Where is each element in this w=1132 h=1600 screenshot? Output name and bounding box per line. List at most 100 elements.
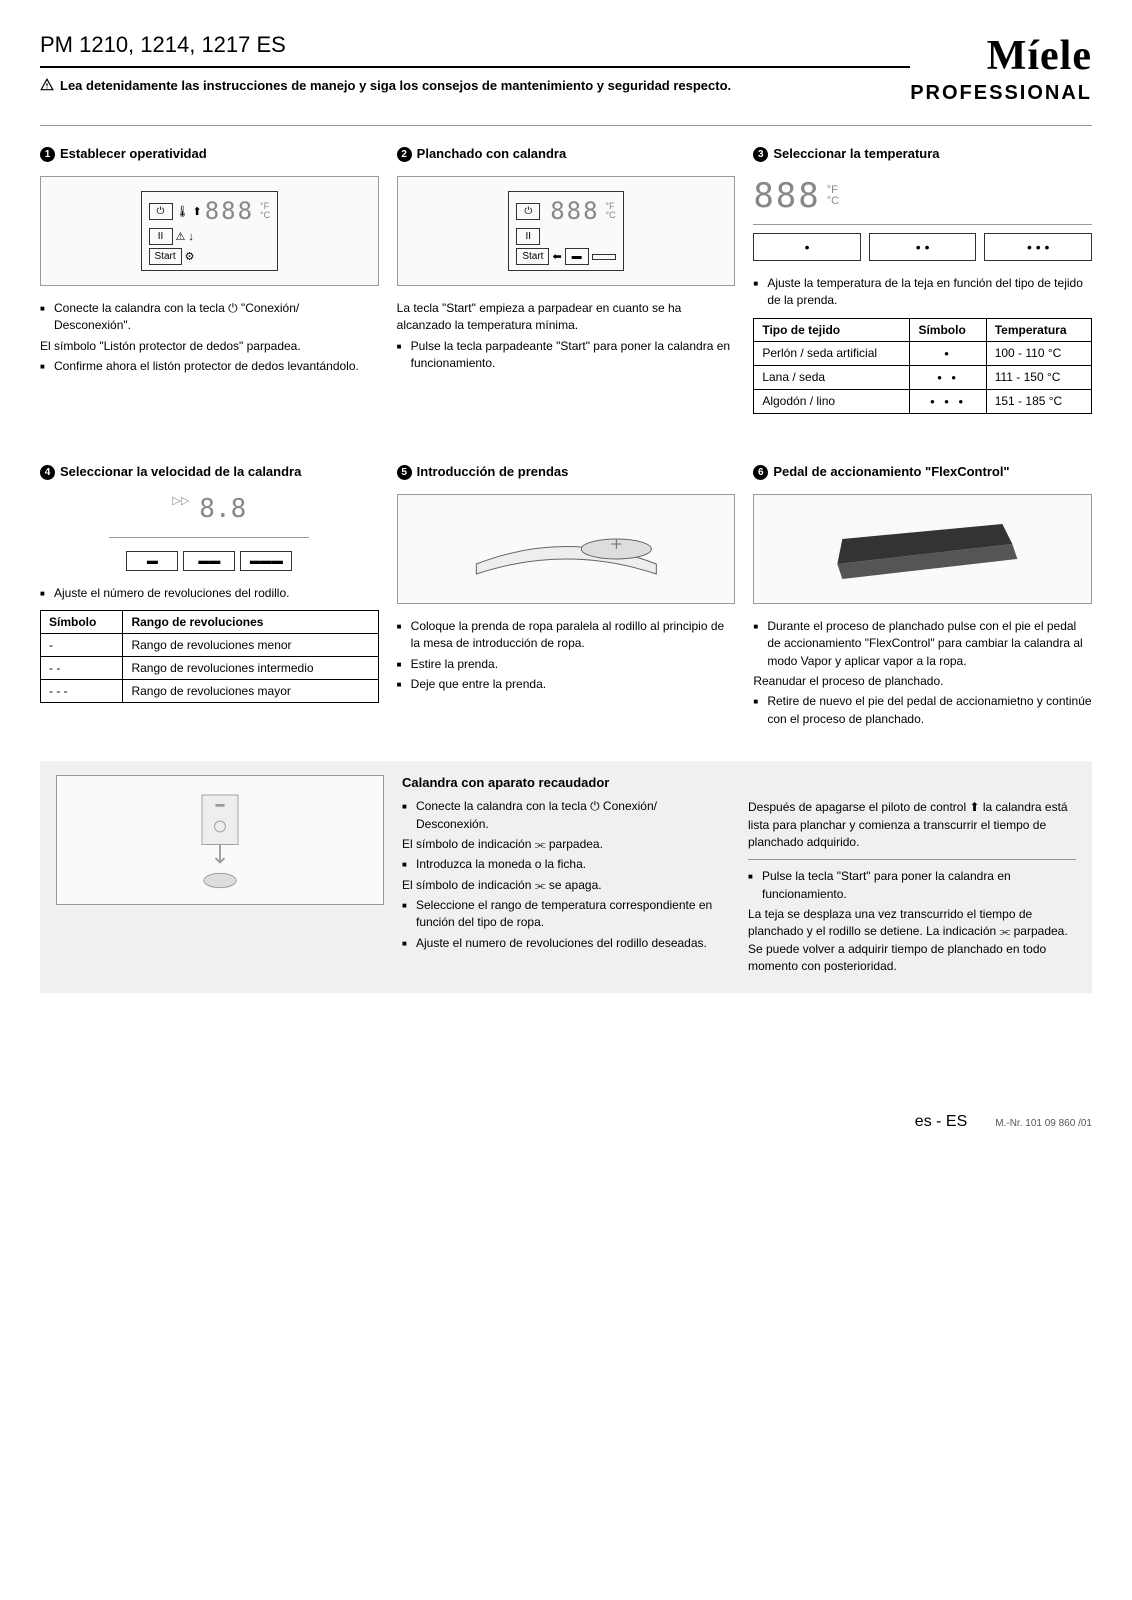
bottom-col-2: Después de apagarse el piloto de control… [748, 775, 1076, 979]
warning-text: Lea detenidamente las instrucciones de m… [60, 78, 731, 93]
section-4: 4 Seleccionar la velocidad de la calandr… [40, 464, 379, 731]
bullet-list: Pulse la tecla parpadeante "Start" para … [397, 338, 736, 373]
blank-btn [592, 254, 616, 260]
plain-text: El símbolo de indicación ⫘ parpadea. [402, 836, 730, 853]
list-item: Retire de nuevo el pie del pedal de acci… [753, 693, 1092, 728]
plain-text: La tecla "Start" empieza a parpadear en … [397, 300, 736, 335]
section-3: 3 Seleccionar la temperatura 888 °F°C • … [753, 146, 1092, 414]
page-title: PM 1210, 1214, 1217 ES [40, 32, 910, 58]
coin-illustration [56, 775, 384, 905]
temp-btn-3: • • • [984, 233, 1092, 261]
plain-text: Reanudar el proceso de planchado. [753, 673, 1092, 690]
section-6: 6 Pedal de accionamiento "FlexControl" D… [753, 464, 1092, 731]
bottom-col-1: Calandra con aparato recaudador Conecte … [402, 775, 730, 979]
bullet-list: Conecte la calandra con la tecla ⏻ "Cone… [40, 300, 379, 335]
table-header: Tipo de tejido [754, 318, 910, 341]
list-item: Conecte la calandra con la tecla ⏻ "Cone… [40, 300, 379, 335]
table-row: - - Rango de revoluciones intermedio [41, 657, 379, 680]
list-item: Pulse la tecla parpadeante "Start" para … [397, 338, 736, 373]
bottom-title: Calandra con aparato recaudador [402, 775, 730, 790]
bullet-list: Confirme ahora el listón protector de de… [40, 358, 379, 375]
sections-row-1: 1 Establecer operatividad ⏻ 🌡 ⬆ 888 °F°C… [40, 146, 1092, 414]
speed-digits: 8.8 [199, 494, 246, 524]
illustration-temp: 888 °F°C • • • • • • [753, 176, 1092, 261]
section-title-text: Planchado con calandra [417, 146, 567, 161]
section-number: 1 [40, 147, 55, 162]
table-header: Temperatura [986, 318, 1091, 341]
sections-row-2: 4 Seleccionar la velocidad de la calandr… [40, 464, 1092, 731]
list-item: Conecte la calandra con la tecla ⏻ Conex… [402, 798, 730, 833]
power-icon: ⏻ [149, 203, 173, 220]
section-number: 6 [753, 465, 768, 480]
warning-row: Lea detenidamente las instrucciones de m… [40, 78, 910, 95]
brand-sub: PROFESSIONAL [910, 82, 1092, 105]
speed-btn-1: ▬ [126, 551, 178, 571]
table-row: Algodón / lino • • • 151 - 185 °C [754, 389, 1092, 413]
list-item: Confirme ahora el listón protector de de… [40, 358, 379, 375]
plain-text: Después de apagarse el piloto de control… [748, 799, 1076, 851]
temp-digits: 888 [753, 176, 820, 216]
arrow-left-icon: ⬅ [552, 250, 561, 263]
section-2: 2 Planchado con calandra ⏻ 888 °F°C II S… [397, 146, 736, 414]
display-digits: 888 [550, 197, 599, 225]
blank-btn: ▬ [565, 248, 589, 265]
illustration-speed: ▷▷ 8.8 ▬ ▬▬ ▬▬▬ [40, 494, 379, 571]
plain-text: La teja se desplaza una vez transcurrido… [748, 906, 1076, 976]
temp-table: Tipo de tejido Símbolo Temperatura Perló… [753, 318, 1092, 414]
bullet-list: Ajuste la temperatura de la teja en func… [753, 275, 1092, 310]
section-number: 3 [753, 147, 768, 162]
plain-text: El símbolo de indicación ⫘ se apaga. [402, 877, 730, 894]
guard-icon: ⬆ [192, 205, 201, 218]
list-item: Estire la prenda. [397, 656, 736, 673]
table-row: Lana / seda • • 111 - 150 °C [754, 365, 1092, 389]
list-item: Coloque la prenda de ropa paralela al ro… [397, 618, 736, 653]
footer-code: M.-Nr. 101 09 860 /01 [995, 1118, 1092, 1129]
header-divider [40, 125, 1092, 126]
roller-icon: ⚙ [185, 250, 195, 263]
bullet-list: Durante el proceso de planchado pulse co… [753, 618, 1092, 670]
table-header: Símbolo [910, 318, 986, 341]
section-title-text: Establecer operatividad [60, 146, 207, 161]
brand-logo: Míele [910, 32, 1092, 80]
list-item: Introduzca la moneda o la ficha. [402, 856, 730, 873]
plain-text: El símbolo "Listón protector de dedos" p… [40, 338, 379, 355]
brand: Míele PROFESSIONAL [910, 32, 1092, 105]
title-divider [40, 66, 910, 68]
illustration-pedal [753, 494, 1092, 604]
power-icon: ⏻ [516, 203, 540, 220]
section-5: 5 Introducción de prendas Coloque la pre… [397, 464, 736, 731]
speed-btn-2: ▬▬ [183, 551, 235, 571]
bottom-section: Calandra con aparato recaudador Conecte … [40, 761, 1092, 993]
section-1: 1 Establecer operatividad ⏻ 🌡 ⬆ 888 °F°C… [40, 146, 379, 414]
roller-svg [398, 509, 735, 589]
section-number: 5 [397, 465, 412, 480]
illustration-roller [397, 494, 736, 604]
coin-illustration-col [56, 775, 384, 979]
section-title-text: Seleccionar la velocidad de la calandra [60, 464, 301, 479]
start-button: Start [516, 248, 549, 265]
pause-button: II [149, 228, 173, 245]
start-button: Start [149, 248, 182, 265]
pause-button: II [516, 228, 540, 245]
list-item: Ajuste el numero de revoluciones del rod… [402, 935, 730, 952]
display-digits: 888 [205, 197, 254, 225]
list-item: Ajuste la temperatura de la teja en func… [753, 275, 1092, 310]
header: PM 1210, 1214, 1217 ES Lea detenidamente… [40, 32, 1092, 105]
list-item: Seleccione el rango de temperatura corre… [402, 897, 730, 932]
section-title-text: Pedal de accionamiento "FlexControl" [773, 464, 1009, 479]
speed-icon: ▷▷ [172, 494, 189, 507]
pedal-svg [754, 509, 1091, 589]
bullet-list: Retire de nuevo el pie del pedal de acci… [753, 693, 1092, 728]
speed-table: Símbolo Rango de revoluciones - Rango de… [40, 610, 379, 703]
list-item: Deje que entre la prenda. [397, 676, 736, 693]
section-title-text: Seleccionar la temperatura [773, 146, 939, 161]
table-header: Símbolo [41, 611, 123, 634]
table-header: Rango de revoluciones [123, 611, 378, 634]
warning-icon [40, 78, 54, 95]
coin-svg [175, 780, 265, 900]
speed-btn-3: ▬▬▬ [240, 551, 292, 571]
bullet-list: Coloque la prenda de ropa paralela al ro… [397, 618, 736, 694]
illustration-panel-1: ⏻ 🌡 ⬆ 888 °F°C II ⚠ ↓ Start ⚙ [40, 176, 379, 286]
list-item: Pulse la tecla "Start" para poner la cal… [748, 868, 1076, 903]
temp-icon: 🌡 [176, 205, 190, 218]
